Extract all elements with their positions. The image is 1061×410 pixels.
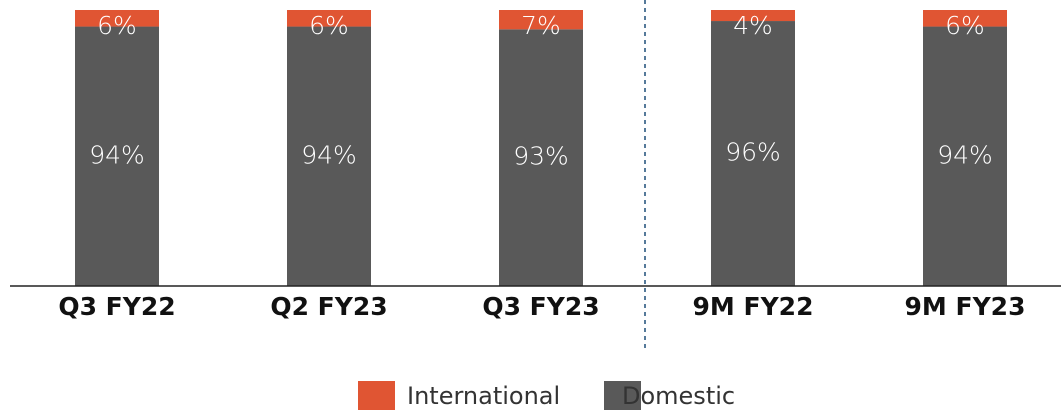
- legend-swatch: [604, 381, 641, 410]
- x-tick-label: Q3 FY22: [58, 292, 175, 321]
- legend-swatch: [358, 381, 395, 410]
- bar-segment: [499, 10, 583, 30]
- bar-segment: [711, 21, 795, 286]
- value-label: 94%: [89, 140, 145, 169]
- value-label: 94%: [301, 140, 357, 169]
- x-tick-label: 9M FY23: [905, 292, 1026, 321]
- value-label: 6%: [945, 11, 985, 40]
- bar-segment: [287, 26, 371, 287]
- value-label: 7%: [521, 11, 561, 40]
- value-label: 4%: [733, 11, 773, 40]
- bar-segment: [711, 10, 795, 22]
- legend-label: International: [407, 382, 560, 410]
- legend-label: Domestic: [622, 382, 735, 410]
- value-label: 6%: [97, 11, 137, 40]
- bar-segment: [923, 10, 1007, 27]
- value-label: 6%: [309, 11, 349, 40]
- bar-segment: [75, 26, 159, 287]
- x-tick-label: 9M FY22: [693, 292, 814, 321]
- bar-segment: [499, 29, 583, 286]
- value-label: 93%: [513, 142, 569, 171]
- x-tick-label: Q2 FY23: [270, 292, 387, 321]
- bar-segment: [923, 26, 1007, 287]
- bar-segment: [287, 10, 371, 27]
- value-label: 96%: [725, 138, 781, 167]
- bar-segment: [75, 10, 159, 27]
- x-tick-label: Q3 FY23: [482, 292, 599, 321]
- value-label: 94%: [937, 140, 993, 169]
